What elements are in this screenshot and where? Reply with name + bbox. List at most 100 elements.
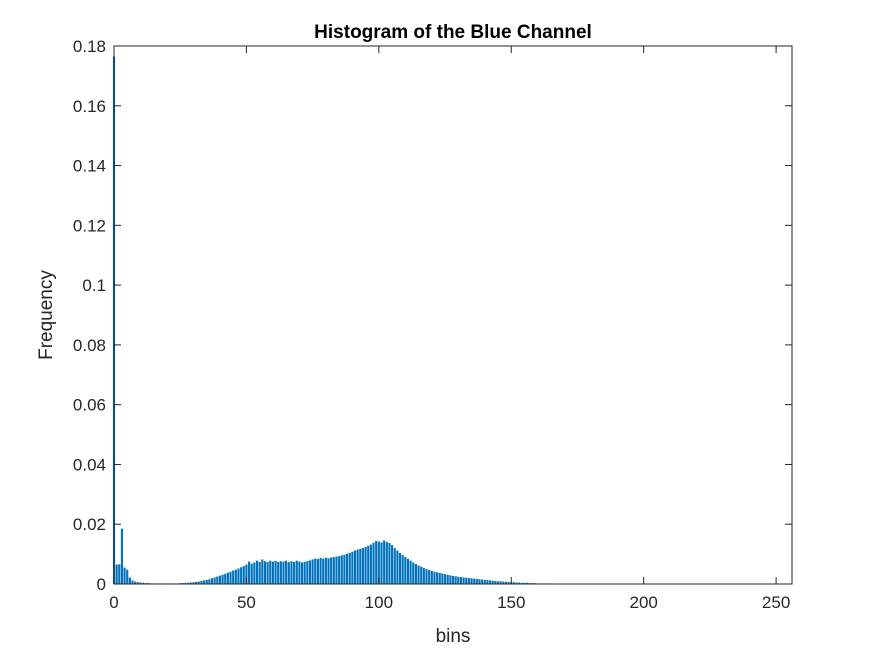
histogram-bar	[123, 567, 126, 584]
histogram-bar	[237, 568, 240, 584]
histogram-bar	[515, 582, 518, 584]
histogram-bar	[300, 562, 304, 584]
histogram-bar	[316, 558, 319, 584]
x-tick-label: 200	[630, 593, 658, 612]
histogram-bar	[327, 558, 330, 584]
histogram-bar	[372, 542, 375, 584]
histogram-bar	[475, 578, 478, 584]
histogram-bar	[118, 564, 121, 584]
histogram-bar	[367, 545, 370, 584]
histogram-bar	[478, 579, 481, 584]
y-tick-label: 0.06	[73, 396, 106, 415]
y-tick-label: 0.16	[73, 97, 106, 116]
histogram-bar	[504, 581, 508, 584]
histogram-bar	[409, 560, 412, 584]
histogram-bar	[428, 569, 431, 584]
histogram-bar	[255, 560, 259, 584]
histogram-bar	[311, 559, 314, 584]
y-axis: 0 0.02 0.04 0.06 0.08 0.1 0.12 0.14 0.16 0.18	[73, 37, 792, 594]
histogram-bar	[502, 581, 505, 584]
histogram-bar	[115, 564, 118, 584]
histogram-bar	[266, 561, 269, 584]
x-tick-label: 250	[762, 593, 790, 612]
histogram-bar	[351, 551, 354, 584]
histogram-bar	[128, 577, 131, 584]
histogram-bar	[187, 582, 190, 584]
histogram-bar	[364, 546, 367, 584]
histogram-bar	[404, 557, 407, 584]
histogram-bar	[308, 560, 312, 584]
histogram-bar	[242, 566, 245, 584]
histogram-bar	[486, 580, 489, 584]
histogram-bar	[346, 553, 349, 584]
histogram-bar	[269, 560, 272, 584]
histogram-bar	[200, 581, 203, 584]
histogram-bar	[216, 576, 219, 584]
histogram-bar	[436, 572, 439, 584]
histogram-bar	[184, 582, 187, 584]
histogram-bar	[489, 580, 492, 584]
x-tick-label: 0	[109, 593, 118, 612]
histogram-bar	[253, 562, 256, 584]
plot-area	[114, 46, 792, 584]
histogram-bar	[526, 582, 529, 584]
histogram-bar	[197, 581, 200, 584]
histogram-bar	[285, 560, 288, 584]
histogram-bar	[332, 557, 335, 584]
histogram-bar	[139, 582, 142, 584]
histogram-bar	[271, 561, 274, 584]
histogram-bar	[396, 550, 399, 584]
histogram-bar	[248, 561, 251, 584]
histogram-bar	[221, 574, 224, 584]
x-axis-label: bins	[436, 626, 471, 647]
histogram-bar	[343, 554, 346, 584]
y-axis-label: Frequency	[36, 270, 57, 360]
chart-title: Histogram of the Blue Channel	[314, 22, 592, 43]
histogram-bar	[467, 578, 470, 584]
histogram-bar	[234, 569, 237, 584]
histogram-bar	[499, 581, 502, 584]
y-tick-label: 0.1	[82, 276, 106, 295]
histogram-bar	[319, 558, 322, 584]
x-tick-label: 50	[237, 593, 256, 612]
histogram-bar	[512, 582, 515, 584]
histogram-bar	[380, 542, 383, 584]
histogram-bar	[324, 557, 327, 584]
histogram-bar	[279, 561, 282, 584]
histogram-bar	[385, 541, 388, 584]
histogram-bar	[457, 576, 460, 584]
histogram-bar	[250, 563, 253, 584]
histogram-bar	[481, 579, 484, 584]
histogram-bar	[494, 581, 497, 584]
histogram-bar	[483, 579, 486, 584]
histogram-bar	[322, 558, 325, 584]
histogram-bar	[393, 548, 396, 584]
histogram-bar	[383, 540, 386, 584]
histogram-bar	[430, 570, 433, 584]
histogram-bar	[348, 552, 351, 584]
histogram-bar	[298, 561, 301, 584]
histogram-bar	[290, 561, 293, 584]
histogram-bar	[274, 560, 277, 584]
x-tick-label: 100	[365, 593, 393, 612]
y-tick-label: 0.18	[73, 37, 106, 56]
x-axis: 0 50 100 150 200 250	[109, 46, 790, 612]
histogram-bar	[465, 577, 468, 584]
histogram-bar	[134, 581, 137, 584]
histogram-bar	[462, 577, 465, 584]
histogram-bar	[306, 560, 309, 584]
histogram-bar	[240, 567, 243, 584]
histogram-bar	[340, 555, 343, 584]
histogram-bar	[433, 571, 436, 584]
histogram-bar	[287, 562, 290, 584]
histogram-bar	[330, 557, 333, 584]
histogram-bar	[369, 544, 372, 584]
histogram-bar	[224, 573, 227, 584]
histogram-bar	[425, 569, 428, 584]
histogram-bar	[245, 564, 248, 584]
histogram-bar	[277, 561, 280, 584]
histogram-bar	[470, 578, 473, 584]
histogram-bar	[232, 570, 235, 584]
histogram-bar	[444, 574, 447, 584]
